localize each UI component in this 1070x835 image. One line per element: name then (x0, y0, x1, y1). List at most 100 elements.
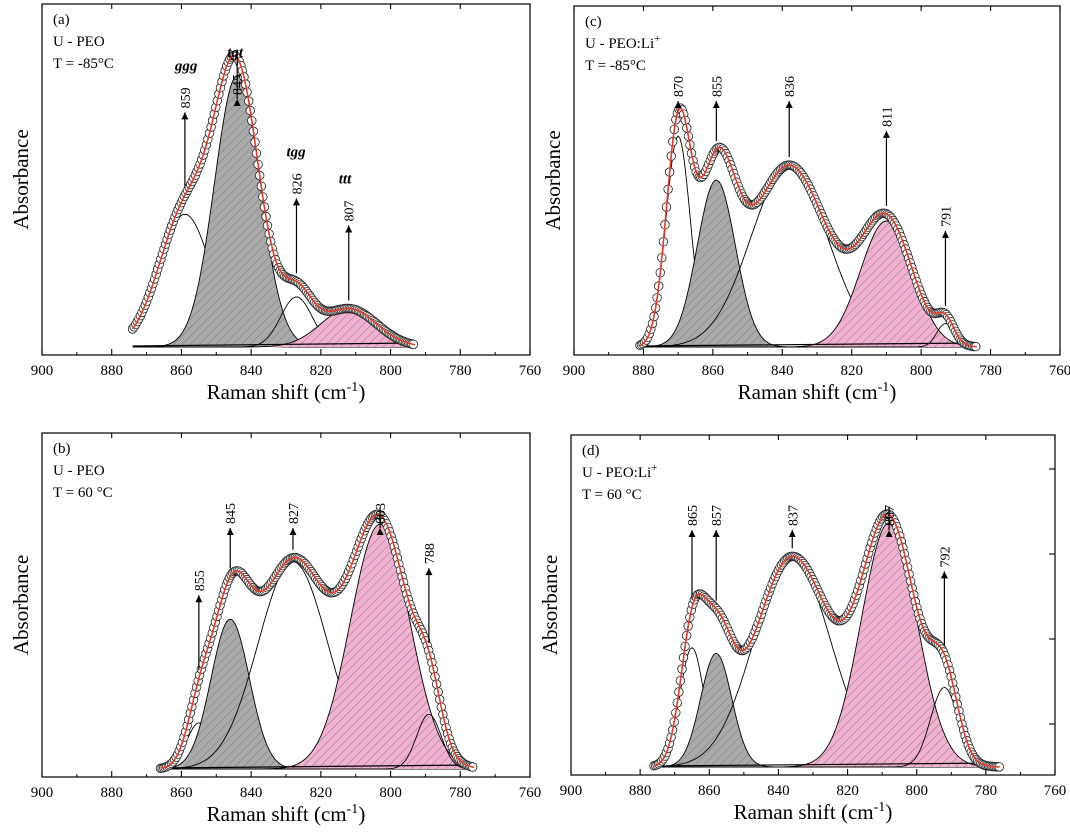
x-tick-label: 900 (560, 783, 583, 799)
sample-info: U - PEO (53, 34, 105, 50)
panel-label: (c) (585, 14, 602, 30)
arrow-head (376, 528, 384, 535)
peak-label: 837 (786, 505, 801, 526)
peak-hatch (640, 221, 977, 347)
arrow-head (712, 530, 720, 537)
arrow-head (882, 130, 890, 138)
plot-frame (570, 434, 1056, 776)
peak-curve (160, 713, 475, 770)
fit-line (639, 107, 977, 348)
x-tick-label: 840 (771, 363, 794, 379)
arrow-head (233, 99, 241, 106)
x-axis-title: Raman shift (cm-1) (207, 802, 366, 826)
x-tick-label: 860 (170, 363, 193, 379)
conformation-label: ggg (174, 58, 198, 74)
peak-curve (654, 687, 1000, 768)
conformation-label: ttt (339, 171, 352, 187)
x-tick-label: 800 (910, 363, 933, 379)
chart-panel: 870 855 836 811 791 900 880 860 840 820 800 780 760 R… (541, 5, 1070, 404)
peak-label: 791 (939, 206, 954, 227)
arrow-head (181, 112, 189, 120)
x-tick-label: 820 (836, 783, 859, 799)
sample-info: T = -85°C (585, 58, 646, 74)
x-tick-label: 760 (519, 363, 542, 379)
peak-label: 788 (423, 543, 438, 564)
x-tick-label: 840 (240, 785, 263, 801)
arrow-head (345, 225, 353, 233)
x-tick-label: 880 (629, 783, 652, 799)
baseline (132, 342, 415, 347)
panel-label: (b) (53, 441, 71, 457)
y-axis-title: Absorbance (538, 555, 562, 655)
fit-line (160, 513, 475, 770)
x-tick-label: 800 (379, 785, 402, 801)
chart-panel: 855 845 827 803 788 900 880 860 840 820 800 780 760 R… (9, 432, 541, 826)
x-tick-label: 880 (100, 785, 123, 801)
peak-label: 803 (374, 503, 389, 524)
plot-frame (573, 5, 1061, 356)
x-tick-label: 780 (449, 785, 472, 801)
peak-label: 807 (883, 505, 898, 526)
arrow-head (788, 530, 796, 537)
chart-panel: 865 857 837 807 792 900 880 860 840 820 800 780 760 R… (538, 434, 1067, 824)
x-tick-label: 880 (100, 363, 123, 379)
peak-label: 870 (672, 76, 687, 97)
baseline (639, 342, 977, 347)
sample-info: T = -85°C (53, 56, 114, 72)
peak-label: 792 (938, 546, 953, 567)
arrow-head (226, 528, 234, 535)
baseline (160, 764, 475, 769)
arrow-head (425, 568, 433, 576)
panel-label: (d) (582, 443, 600, 459)
peak-label: 845 (224, 503, 239, 524)
y-axis-title: Absorbance (9, 129, 33, 229)
sample-info: U - PEO:Li+ (585, 33, 660, 52)
sample-info: T = 60 °C (53, 485, 113, 501)
y-axis-title: Absorbance (541, 130, 565, 230)
plot-frame (41, 3, 531, 356)
x-tick-label: 760 (1044, 783, 1067, 799)
arrow-head (941, 230, 949, 238)
peak-label: 845 (231, 74, 246, 95)
x-tick-label: 780 (975, 783, 998, 799)
sample-info: T = 60 °C (582, 487, 642, 503)
x-tick-label: 780 (979, 363, 1002, 379)
x-tick-label: 900 (31, 785, 54, 801)
x-tick-label: 880 (632, 363, 655, 379)
panel-label: (a) (53, 12, 70, 28)
fit-line (653, 513, 1000, 768)
y-axis-title: Absorbance (9, 555, 33, 655)
x-tick-label: 800 (905, 783, 928, 799)
arrow-head (674, 101, 682, 108)
arrow-head (785, 101, 793, 108)
peak-label: 855 (710, 76, 725, 97)
peak-hatch (132, 75, 415, 347)
arrow-head (712, 101, 720, 108)
peak-label: 811 (880, 106, 895, 126)
peak-label: 859 (179, 87, 194, 108)
x-tick-label: 800 (379, 363, 402, 379)
x-tick-label: 840 (240, 363, 263, 379)
baseline (653, 762, 1000, 767)
sample-info: U - PEO:Li+ (582, 462, 657, 481)
fit-line (131, 54, 416, 346)
x-tick-label: 900 (563, 363, 586, 379)
peak-label: 857 (710, 505, 725, 526)
peak-hatch (654, 522, 1000, 767)
x-tick-label: 760 (1049, 363, 1070, 379)
conformation-label: tgt (227, 45, 244, 61)
x-tick-label: 820 (310, 363, 333, 379)
x-tick-label: 820 (310, 785, 333, 801)
arrow-head (688, 530, 696, 537)
peak-label: 855 (193, 570, 208, 591)
peak-hatch (654, 653, 1000, 767)
peak-hatch (132, 308, 415, 347)
x-tick-label: 860 (698, 783, 721, 799)
plot-frame (41, 432, 531, 778)
peak-label: 865 (686, 505, 701, 526)
x-tick-label: 840 (767, 783, 790, 799)
x-axis-title: Raman shift (cm-1) (738, 380, 897, 404)
peak-label: 826 (290, 173, 305, 194)
peak-label: 827 (287, 503, 302, 524)
